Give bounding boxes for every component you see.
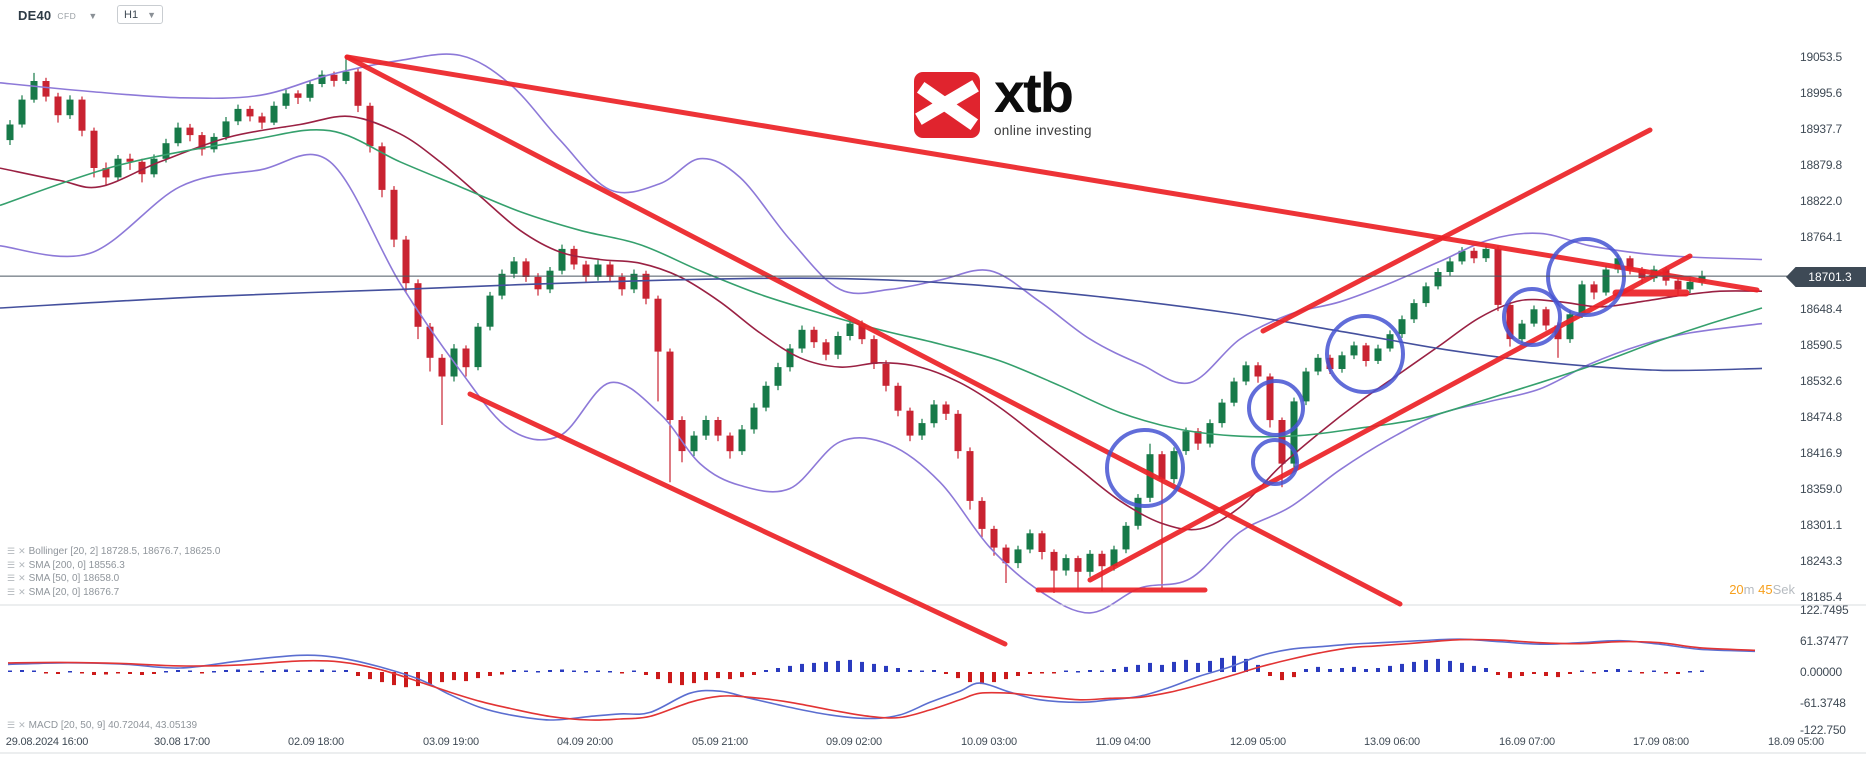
- indicator-close-icon[interactable]: ✕: [18, 546, 26, 556]
- legend-row-sma20: ☰ ✕ SMA [20, 0] 18676.7: [7, 586, 220, 600]
- price-axis-label: 18995.6: [1800, 86, 1842, 100]
- chevron-down-icon: ▼: [147, 9, 156, 20]
- macd-signal-line: [7, 638, 1756, 721]
- legend-label: SMA [50, 0] 18658.0: [28, 573, 120, 585]
- trend-line[interactable]: [1087, 253, 1693, 583]
- indicator-close-icon[interactable]: ✕: [18, 586, 26, 597]
- indicator-settings-icon[interactable]: ☰: [7, 559, 16, 570]
- timer-seconds-unit: Sek: [1772, 582, 1795, 597]
- time-axis-label: 04.09 20:00: [557, 736, 613, 748]
- xtb-logo: xtb online investing: [914, 65, 1092, 139]
- annotation-circle[interactable]: [1251, 438, 1299, 486]
- time-axis-label: 30.08 17:00: [154, 736, 210, 748]
- macd-axis-label: -122.750: [1800, 723, 1846, 737]
- timer-seconds: 45: [1758, 582, 1773, 597]
- legend-row-macd: ☰ ✕ MACD [20, 50, 9] 40.72044, 43.05139: [7, 719, 197, 733]
- macd-legend: ☰ ✕ MACD [20, 50, 9] 40.72044, 43.05139: [7, 719, 197, 733]
- time-axis-label: 11.09 04:00: [1095, 736, 1151, 748]
- timeframe-value: H1: [124, 8, 139, 21]
- candle-countdown-timer: 20m 45Sek: [0, 582, 1795, 597]
- timeframe-dropdown[interactable]: H1 ▼: [117, 5, 163, 24]
- price-axis-label: 18243.3: [1800, 554, 1842, 568]
- macd-axis-label: 0.00000: [1800, 665, 1842, 679]
- annotation-circle[interactable]: [1502, 287, 1562, 347]
- annotation-circle[interactable]: [1247, 379, 1305, 437]
- price-axis-label: 18590.5: [1800, 338, 1842, 352]
- overlay-sma20: [0, 115, 1763, 531]
- indicator-close-icon[interactable]: ✕: [18, 720, 26, 730]
- time-axis-label: 29.08.2024 16:00: [5, 736, 89, 748]
- time-axis-label: 12.09 05:00: [1230, 736, 1286, 748]
- instrument-selector[interactable]: DE40 CFD ▼: [18, 8, 97, 23]
- legend-label: SMA [200, 0] 18556.3: [28, 559, 125, 571]
- xtb-brand-text: xtb: [994, 61, 1074, 124]
- price-axis-label: 18822.0: [1800, 194, 1842, 208]
- time-axis-label: 03.09 19:00: [423, 736, 479, 748]
- time-axis-label: 05.09 21:00: [692, 736, 748, 748]
- symbol-type-label: CFD: [57, 10, 77, 21]
- overlay-sma200: [0, 277, 1763, 372]
- annotation-circle[interactable]: [1546, 237, 1626, 317]
- macd-axis-label: 61.37477: [1800, 634, 1849, 648]
- price-axis-label: 18301.1: [1800, 518, 1842, 532]
- price-axis-label: 18879.8: [1800, 158, 1842, 172]
- price-axis-label: 18764.1: [1800, 230, 1842, 244]
- indicator-close-icon[interactable]: ✕: [18, 573, 26, 584]
- legend-row-bollinger: ☰ ✕ Bollinger [20, 2] 18728.5, 18676.7, …: [7, 545, 220, 559]
- annotation-circle[interactable]: [1325, 314, 1405, 394]
- time-axis-label: 10.09 03:00: [961, 736, 1017, 748]
- overlay-sma50: [0, 128, 1763, 438]
- xtb-tagline: online investing: [994, 123, 1092, 138]
- trend-line[interactable]: [344, 54, 1403, 607]
- time-axis-label: 09.09 02:00: [826, 736, 882, 748]
- indicator-settings-icon[interactable]: ☰: [7, 573, 16, 584]
- symbol-name: DE40: [18, 8, 52, 23]
- xtb-logo-icon: [914, 71, 980, 139]
- indicator-settings-icon[interactable]: ☰: [7, 720, 16, 730]
- indicator-settings-icon[interactable]: ☰: [7, 546, 16, 556]
- time-axis-label: 16.09 07:00: [1499, 736, 1555, 748]
- overlay-boll-lower: [0, 153, 1763, 614]
- price-axis-label: 18416.9: [1800, 446, 1842, 460]
- legend-row-sma50: ☰ ✕ SMA [50, 0] 18658.0: [7, 572, 220, 586]
- indicator-legend: ☰ ✕ Bollinger [20, 2] 18728.5, 18676.7, …: [7, 545, 220, 599]
- macd-histogram: [8, 655, 1704, 688]
- macd-axis-label: 122.7495: [1800, 603, 1849, 617]
- price-axis-label: 18474.8: [1800, 410, 1842, 424]
- time-axis-label: 18.09 05:00: [1768, 736, 1824, 748]
- price-axis-label: 18648.4: [1800, 302, 1842, 316]
- price-axis-label: 19053.5: [1800, 50, 1842, 64]
- timer-minutes-unit: m: [1743, 582, 1759, 597]
- trend-line[interactable]: [467, 391, 1008, 647]
- time-axis-label: 02.09 18:00: [288, 736, 344, 748]
- price-axis-label: 18532.6: [1800, 374, 1842, 388]
- legend-label: MACD [20, 50, 9] 40.72044, 43.05139: [28, 720, 198, 731]
- legend-label: Bollinger [20, 2] 18728.5, 18676.7, 1862…: [28, 546, 221, 557]
- chevron-down-icon[interactable]: ▼: [88, 10, 98, 21]
- legend-label: SMA [20, 0] 18676.7: [28, 586, 120, 598]
- macd-axis-label: -61.3748: [1800, 696, 1846, 710]
- current-price-badge: 18701.3: [1786, 267, 1866, 287]
- trend-line[interactable]: [344, 54, 1760, 293]
- time-axis-label: 17.09 08:00: [1633, 736, 1689, 748]
- macd-line: [7, 638, 1756, 721]
- timer-minutes: 20: [1729, 582, 1744, 597]
- overlay-boll-upper: [0, 53, 1763, 385]
- price-axis-label: 18185.4: [1800, 590, 1842, 604]
- annotation-circle[interactable]: [1105, 428, 1185, 508]
- price-axis-label: 18937.7: [1800, 122, 1842, 136]
- indicator-settings-icon[interactable]: ☰: [7, 586, 16, 597]
- time-axis-label: 13.09 06:00: [1364, 736, 1420, 748]
- legend-row-sma200: ☰ ✕ SMA [200, 0] 18556.3: [7, 559, 220, 573]
- indicator-close-icon[interactable]: ✕: [18, 559, 26, 570]
- price-axis-label: 18359.0: [1800, 482, 1842, 496]
- trend-line[interactable]: [1260, 127, 1653, 334]
